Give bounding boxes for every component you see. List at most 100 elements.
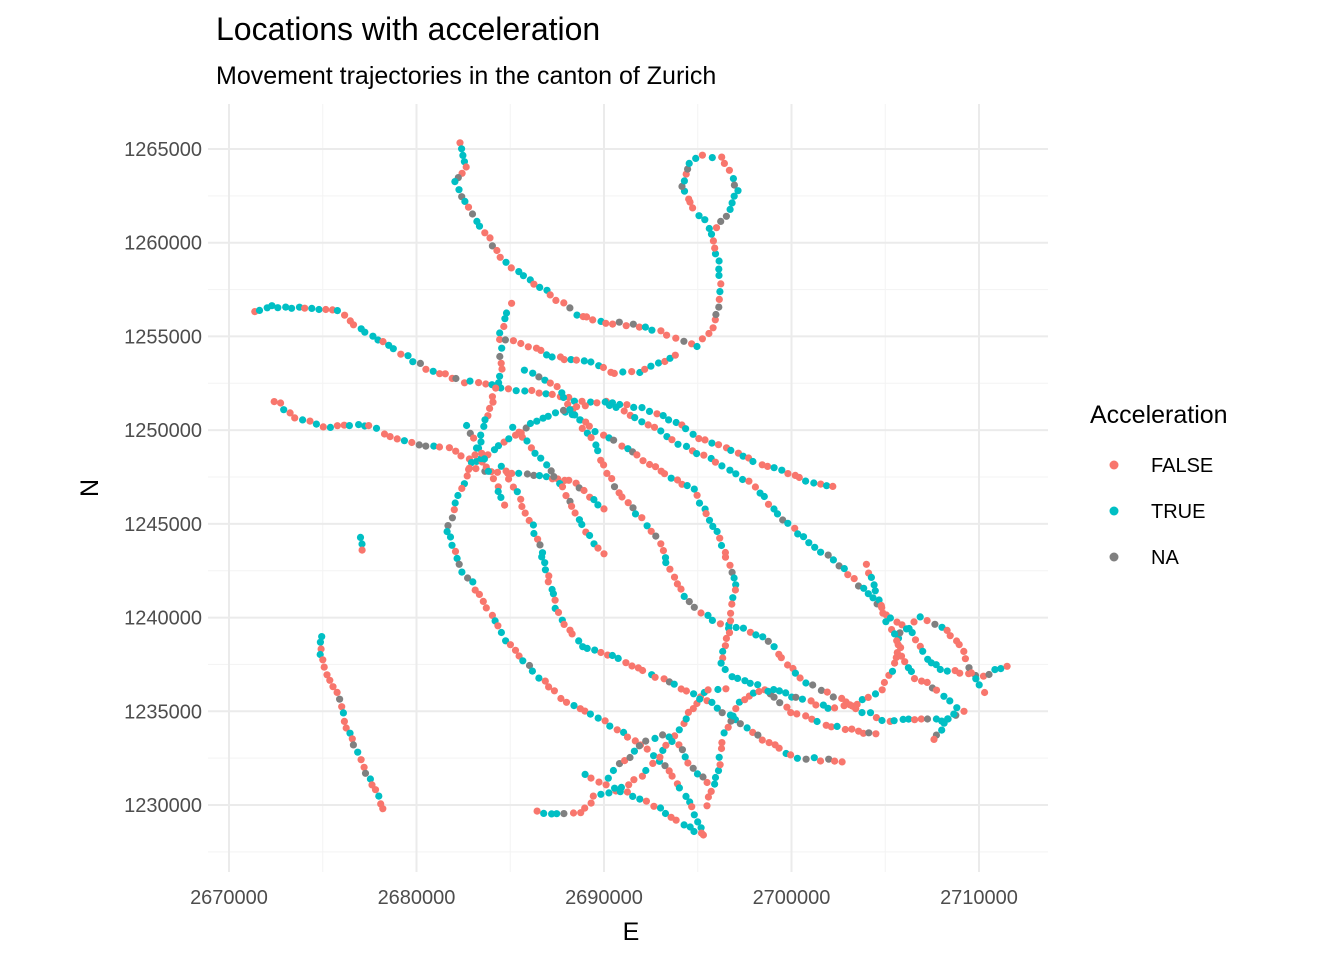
point-na bbox=[690, 603, 698, 611]
point-true bbox=[829, 556, 838, 564]
point-false bbox=[647, 527, 655, 535]
point-true bbox=[759, 633, 767, 641]
point-true bbox=[727, 446, 735, 454]
point-false bbox=[545, 683, 553, 691]
point-false bbox=[725, 629, 734, 637]
point-true bbox=[732, 470, 740, 478]
point-false bbox=[910, 618, 918, 626]
point-false bbox=[689, 705, 697, 713]
point-true bbox=[817, 548, 825, 556]
point-true bbox=[455, 186, 463, 194]
point-false bbox=[657, 327, 665, 335]
point-false bbox=[301, 304, 309, 312]
point-true bbox=[695, 499, 704, 507]
point-false bbox=[504, 385, 512, 393]
point-true bbox=[467, 459, 476, 467]
point-false bbox=[746, 628, 755, 636]
point-false bbox=[698, 335, 707, 343]
point-na bbox=[824, 551, 832, 559]
point-false bbox=[946, 632, 954, 640]
point-false bbox=[486, 234, 494, 242]
point-na bbox=[730, 181, 739, 189]
point-false bbox=[580, 486, 588, 495]
point-true bbox=[717, 659, 725, 667]
point-true bbox=[519, 272, 528, 280]
point-false bbox=[765, 739, 773, 747]
point-false bbox=[751, 483, 760, 491]
point-false bbox=[489, 398, 497, 406]
point-true bbox=[548, 353, 556, 361]
point-false bbox=[671, 351, 679, 359]
point-true bbox=[643, 522, 651, 530]
point-true bbox=[697, 824, 705, 832]
point-true bbox=[591, 428, 599, 436]
point-true bbox=[448, 541, 456, 549]
point-na bbox=[825, 755, 833, 763]
point-true bbox=[535, 674, 543, 682]
y-tick-label: 1260000 bbox=[124, 233, 202, 255]
point-true bbox=[675, 784, 684, 792]
point-false bbox=[659, 547, 668, 555]
point-true bbox=[345, 422, 353, 430]
point-true bbox=[693, 342, 701, 351]
point-na bbox=[535, 373, 543, 381]
point-true bbox=[477, 431, 485, 439]
point-true bbox=[681, 753, 689, 761]
point-false bbox=[918, 677, 926, 685]
point-true bbox=[708, 154, 716, 162]
point-false bbox=[534, 535, 542, 543]
point-false bbox=[458, 484, 466, 492]
point-true bbox=[529, 369, 537, 377]
y-tick-label: 1245000 bbox=[124, 514, 202, 536]
point-false bbox=[641, 365, 649, 373]
point-false bbox=[923, 678, 931, 687]
point-false bbox=[379, 338, 387, 346]
point-false bbox=[507, 264, 515, 272]
point-true bbox=[713, 704, 721, 712]
point-false bbox=[672, 334, 680, 342]
point-true bbox=[629, 792, 637, 801]
point-false bbox=[397, 350, 405, 358]
point-na bbox=[717, 217, 725, 225]
point-true bbox=[570, 397, 579, 405]
point-false bbox=[610, 369, 618, 377]
point-false bbox=[646, 460, 654, 469]
point-true bbox=[594, 501, 602, 509]
point-false bbox=[628, 662, 636, 670]
point-false bbox=[550, 687, 559, 695]
point-false bbox=[317, 645, 325, 653]
point-false bbox=[853, 700, 861, 709]
point-false bbox=[878, 686, 886, 694]
point-false bbox=[910, 675, 919, 683]
point-true bbox=[631, 414, 639, 422]
point-false bbox=[524, 343, 532, 351]
point-false bbox=[470, 434, 478, 442]
point-true bbox=[502, 309, 511, 317]
point-true bbox=[526, 419, 535, 428]
legend: Acceleration FALSE TRUE NA bbox=[1090, 401, 1228, 569]
point-false bbox=[270, 398, 278, 406]
point-true bbox=[642, 766, 650, 775]
point-false bbox=[371, 786, 380, 794]
point-na bbox=[559, 406, 568, 414]
point-true bbox=[940, 719, 948, 727]
point-true bbox=[717, 541, 726, 550]
y-tick-label: 1255000 bbox=[124, 326, 202, 348]
point-false bbox=[593, 399, 601, 407]
point-true bbox=[732, 623, 740, 632]
point-true bbox=[882, 618, 890, 626]
point-true bbox=[714, 685, 722, 694]
point-true bbox=[551, 409, 560, 417]
point-false bbox=[558, 483, 567, 491]
point-true bbox=[770, 643, 778, 651]
point-false bbox=[498, 365, 506, 373]
point-true bbox=[734, 187, 742, 195]
point-false bbox=[553, 383, 561, 391]
point-na bbox=[680, 337, 688, 345]
point-true bbox=[501, 315, 509, 323]
point-true bbox=[662, 559, 670, 567]
point-true bbox=[709, 522, 717, 531]
point-false bbox=[562, 492, 570, 500]
point-true bbox=[696, 695, 704, 703]
point-true bbox=[899, 715, 907, 724]
